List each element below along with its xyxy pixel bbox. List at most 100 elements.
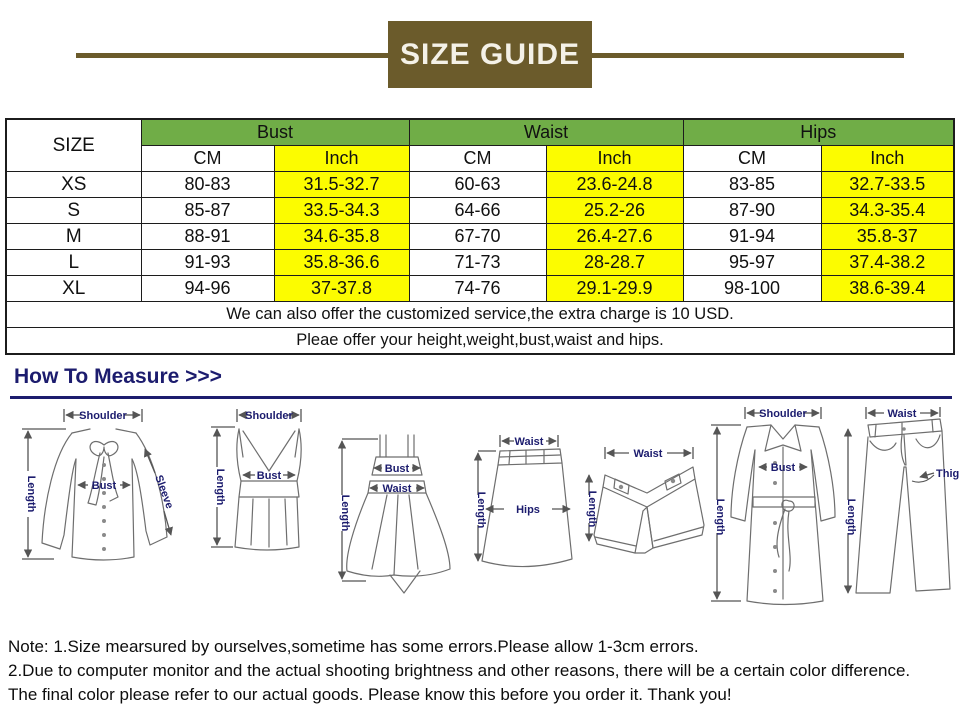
bust-inch-cell: 33.5-34.3 bbox=[273, 197, 410, 224]
measurement-diagrams: Shoulder Length Bust Sleeve Shoulder Len… bbox=[0, 405, 960, 623]
waist-inch-cell: 23.6-24.8 bbox=[545, 171, 684, 198]
unit-cm-cell: CM bbox=[682, 145, 822, 172]
size-table: SIZE Bust Waist Hips CM Inch CM Inch CM … bbox=[5, 118, 956, 355]
measurements-request-note: Pleae offer your height,weight,bust,wais… bbox=[5, 327, 955, 355]
waist-inch-cell: 25.2-26 bbox=[545, 197, 684, 224]
page-title: SIZE GUIDE bbox=[388, 21, 592, 88]
dress-drawing bbox=[346, 434, 451, 594]
waist-cm-cell: 74-76 bbox=[408, 275, 547, 302]
waist-cm-cell: 67-70 bbox=[408, 223, 547, 250]
skirt-diagram: Waist Length Hips bbox=[473, 435, 573, 568]
table-row: L 91-93 35.8-36.6 71-73 28-28.7 95-97 37… bbox=[5, 249, 955, 276]
unit-cm-cell: CM bbox=[140, 145, 275, 172]
hips-cm-cell: 98-100 bbox=[682, 275, 822, 302]
shorts-drawing bbox=[593, 466, 705, 554]
waist-inch-cell: 26.4-27.6 bbox=[545, 223, 684, 250]
measure-label-length: Length bbox=[714, 499, 726, 536]
size-cell: M bbox=[5, 223, 142, 250]
measure-label-shoulder: Shoulder bbox=[759, 408, 807, 420]
bust-cm-cell: 94-96 bbox=[140, 275, 275, 302]
waist-cm-cell: 71-73 bbox=[408, 249, 547, 276]
bust-inch-cell: 35.8-36.6 bbox=[273, 249, 410, 276]
coat-measure-lines bbox=[711, 407, 822, 602]
shorts-diagram: Waist Length bbox=[584, 447, 705, 554]
measure-label-bust: Bust bbox=[385, 463, 410, 475]
hips-cm-cell: 83-85 bbox=[682, 171, 822, 198]
hips-inch-cell: 34.3-35.4 bbox=[820, 197, 955, 224]
tank-top-drawing bbox=[234, 428, 302, 551]
bust-cm-cell: 91-93 bbox=[140, 249, 275, 276]
hips-inch-cell: 37.4-38.2 bbox=[820, 249, 955, 276]
measure-label-waist: Waist bbox=[634, 448, 663, 460]
bust-cm-cell: 80-83 bbox=[140, 171, 275, 198]
size-header-cell: SIZE bbox=[5, 118, 142, 172]
measure-label-length: Length bbox=[25, 476, 37, 513]
waist-inch-cell: 29.1-29.9 bbox=[545, 275, 684, 302]
size-cell: S bbox=[5, 197, 142, 224]
size-cell: XS bbox=[5, 171, 142, 198]
bust-group-header: Bust bbox=[140, 118, 410, 146]
bust-inch-cell: 37-37.8 bbox=[273, 275, 410, 302]
table-header-units: CM Inch CM Inch CM Inch bbox=[6, 145, 955, 172]
coat-diagram: Shoulder Length Bust bbox=[711, 407, 836, 606]
size-cell: XL bbox=[5, 275, 142, 302]
unit-inch-cell: Inch bbox=[820, 145, 955, 172]
measure-label-hips: Hips bbox=[516, 504, 540, 516]
measure-label-bust: Bust bbox=[257, 470, 282, 482]
measure-label-length: Length bbox=[214, 469, 226, 506]
measure-label-thigh: Thigh bbox=[936, 468, 960, 480]
table-header-groups: SIZE Bust Waist Hips bbox=[5, 118, 955, 172]
hips-inch-cell: 35.8-37 bbox=[820, 223, 955, 250]
table-note-row: We can also offer the customized service… bbox=[5, 301, 955, 328]
measure-label-length: Length bbox=[845, 499, 857, 536]
waist-inch-cell: 28-28.7 bbox=[545, 249, 684, 276]
how-to-measure-title: How To Measure >>> bbox=[14, 365, 222, 388]
waist-cm-cell: 64-66 bbox=[408, 197, 547, 224]
measure-label-shoulder: Shoulder bbox=[245, 410, 293, 422]
pants-diagram: Waist Length Thigh bbox=[843, 407, 960, 594]
size-cell: L bbox=[5, 249, 142, 276]
measure-label-length: Length bbox=[586, 491, 598, 528]
measure-label-length: Length bbox=[339, 495, 351, 532]
hips-cm-cell: 95-97 bbox=[682, 249, 822, 276]
measure-label-shoulder: Shoulder bbox=[79, 410, 127, 422]
tank-top-diagram: Shoulder Length Bust bbox=[211, 409, 302, 551]
note-line: 2.Due to computer monitor and the actual… bbox=[8, 661, 911, 680]
note-line: The final color please refer to our actu… bbox=[8, 685, 732, 704]
measure-label-waist: Waist bbox=[515, 436, 544, 448]
unit-cm-cell: CM bbox=[408, 145, 547, 172]
table-row: XL 94-96 37-37.8 74-76 29.1-29.9 98-100 … bbox=[5, 275, 955, 302]
bust-inch-cell: 34.6-35.8 bbox=[273, 223, 410, 250]
measure-label-bust: Bust bbox=[771, 462, 796, 474]
table-row: M 88-91 34.6-35.8 67-70 26.4-27.6 91-94 … bbox=[5, 223, 955, 250]
banner: SIZE GUIDE bbox=[0, 0, 960, 118]
hips-cm-cell: 91-94 bbox=[682, 223, 822, 250]
skirt-drawing bbox=[481, 448, 573, 568]
bust-cm-cell: 88-91 bbox=[140, 223, 275, 250]
dress-diagram: Length Bust Waist bbox=[337, 434, 451, 594]
pants-drawing bbox=[855, 418, 951, 594]
unit-inch-cell: Inch bbox=[545, 145, 684, 172]
hips-inch-cell: 32.7-33.5 bbox=[820, 171, 955, 198]
blouse-diagram: Shoulder Length Bust Sleeve bbox=[22, 409, 175, 561]
hips-inch-cell: 38.6-39.4 bbox=[820, 275, 955, 302]
measure-label-sleeve: Sleeve bbox=[152, 474, 175, 511]
table-row: S 85-87 33.5-34.3 64-66 25.2-26 87-90 34… bbox=[5, 197, 955, 224]
bust-inch-cell: 31.5-32.7 bbox=[273, 171, 410, 198]
table-row: XS 80-83 31.5-32.7 60-63 23.6-24.8 83-85… bbox=[5, 171, 955, 198]
note-line: Note: 1.Size mearsured by ourselves,some… bbox=[8, 637, 699, 656]
shorts-measure-lines bbox=[584, 447, 694, 542]
how-to-measure-rule bbox=[10, 396, 952, 399]
blouse-drawing bbox=[41, 428, 168, 561]
blouse-measure-lines bbox=[22, 409, 173, 560]
pants-measure-lines bbox=[843, 407, 941, 594]
dress-measure-lines bbox=[337, 438, 425, 582]
skirt-measure-lines bbox=[473, 435, 571, 562]
table-note-row: Pleae offer your height,weight,bust,wais… bbox=[5, 327, 955, 355]
tank-top-measure-lines bbox=[211, 409, 302, 548]
measure-label-waist: Waist bbox=[888, 408, 917, 420]
bust-cm-cell: 85-87 bbox=[140, 197, 275, 224]
coat-drawing bbox=[730, 424, 836, 606]
measure-label-length: Length bbox=[475, 492, 487, 529]
hips-cm-cell: 87-90 bbox=[682, 197, 822, 224]
